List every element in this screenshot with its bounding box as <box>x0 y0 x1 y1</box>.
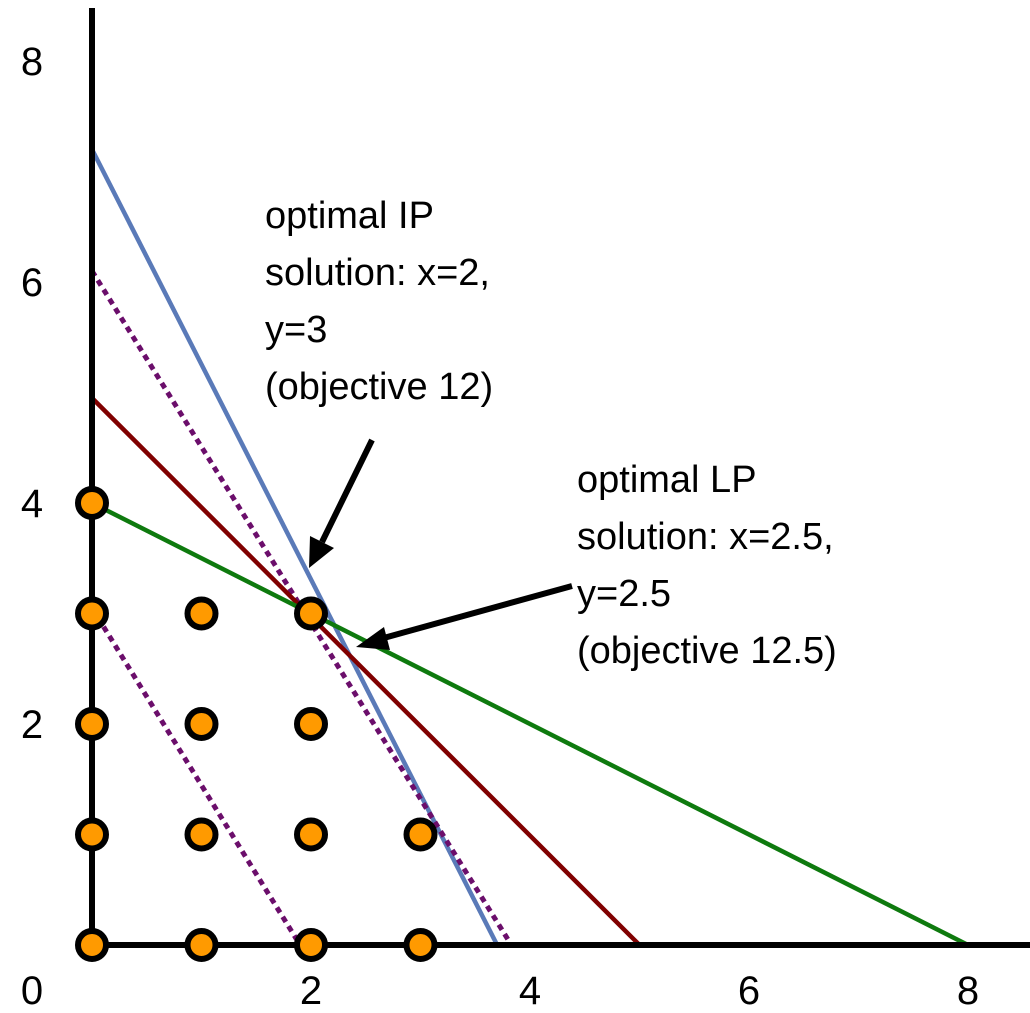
annotation-lp-arrow <box>379 583 573 642</box>
annotation-lp-arrowhead <box>356 627 390 650</box>
integer-point-0-4 <box>75 486 109 520</box>
x-tick-label-6: 6 <box>738 969 760 1013</box>
integer-point-0-0 <box>75 928 109 962</box>
integer-point-2-2 <box>294 707 328 741</box>
axes <box>89 8 1030 948</box>
integer-point-2-0 <box>294 928 328 962</box>
integer-point-0-1 <box>75 817 109 852</box>
annotation-lp-line-4: (objective 12.5) <box>577 630 837 672</box>
integer-point-2-3 <box>294 596 328 631</box>
annotation-lp-line-1: optimal LP <box>577 459 757 501</box>
line-solid-4 <box>90 500 970 948</box>
integer-point-1-0 <box>184 928 219 962</box>
y-tick-label-4: 4 <box>21 482 43 526</box>
integer-point-1-1 <box>184 817 219 852</box>
annotation-optimal-lp: optimal LP solution: x=2.5, y=2.5 (objec… <box>356 459 837 672</box>
integer-point-0-2 <box>75 707 109 741</box>
constraint-lines <box>89 148 970 948</box>
annotation-lp-line-3: y=2.5 <box>577 573 671 615</box>
integer-point-1-2 <box>184 707 219 741</box>
integer-point-0-3 <box>75 596 109 631</box>
x-tick-label-2: 2 <box>300 969 322 1013</box>
x-tick-label-0: 0 <box>21 969 43 1013</box>
integer-point-3-1 <box>403 817 438 852</box>
y-tick-label-2: 2 <box>21 703 43 747</box>
tick-labels: 0 2 4 6 8 2 4 6 8 <box>21 40 979 1013</box>
annotation-ip-line-2: solution: x=2, <box>265 252 490 294</box>
integer-point-1-3 <box>184 596 219 631</box>
integer-point-3-0 <box>403 928 438 962</box>
annotation-lp-line-2: solution: x=2.5, <box>577 516 834 558</box>
x-tick-label-8: 8 <box>957 969 979 1013</box>
annotation-ip-line-4: (objective 12) <box>265 366 493 408</box>
annotation-ip-line-1: optimal IP <box>265 195 434 237</box>
integer-point-2-1 <box>294 817 328 852</box>
annotation-ip-arrow <box>319 438 375 544</box>
annotation-optimal-ip: optimal IP solution: x=2, y=3 (objective… <box>265 195 493 568</box>
annotation-ip-line-3: y=3 <box>265 309 327 351</box>
integer-points <box>75 486 438 962</box>
line-solid-3 <box>90 396 642 947</box>
line-dotted-2 <box>89 606 303 947</box>
annotation-ip-arrowhead <box>309 536 334 568</box>
y-tick-label-8: 8 <box>21 40 43 84</box>
y-tick-label-6: 6 <box>21 261 43 305</box>
x-tick-label-4: 4 <box>519 969 541 1013</box>
